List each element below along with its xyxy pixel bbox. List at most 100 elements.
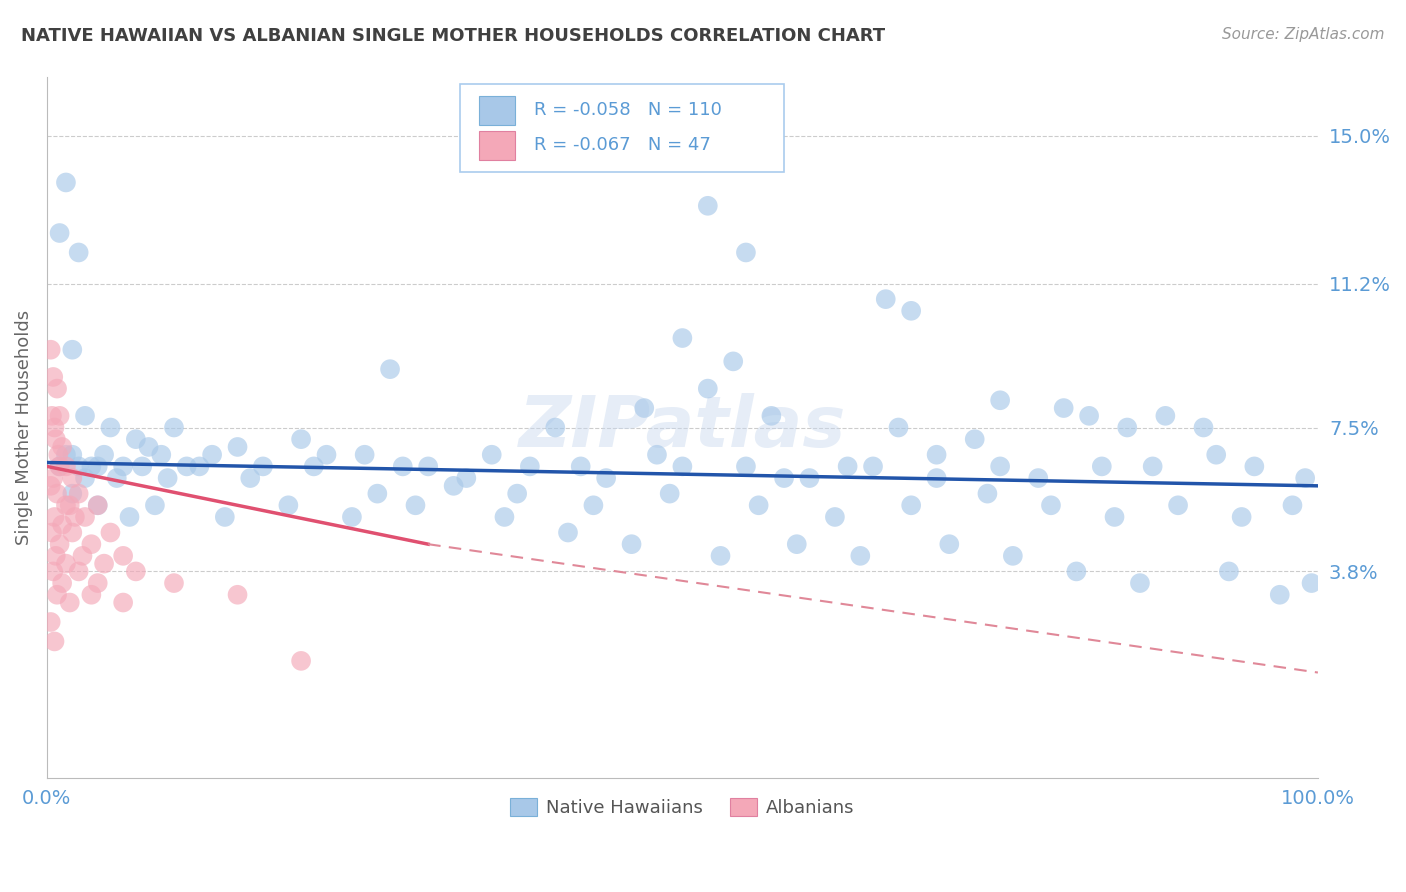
Point xyxy=(837,459,859,474)
Point xyxy=(1301,576,1323,591)
Point xyxy=(51,440,73,454)
Point xyxy=(73,471,96,485)
Point xyxy=(494,510,516,524)
Point xyxy=(887,420,910,434)
Point xyxy=(87,576,110,591)
Point xyxy=(42,370,65,384)
Point xyxy=(143,498,166,512)
Point xyxy=(1230,510,1253,524)
FancyBboxPatch shape xyxy=(460,85,785,172)
Point xyxy=(112,595,135,609)
Point xyxy=(51,576,73,591)
Point xyxy=(1218,565,1240,579)
Point xyxy=(44,420,66,434)
Point xyxy=(80,459,103,474)
Point xyxy=(80,537,103,551)
Text: ZIPatlas: ZIPatlas xyxy=(519,393,846,462)
Point xyxy=(44,510,66,524)
Point xyxy=(799,471,821,485)
Legend: Native Hawaiians, Albanians: Native Hawaiians, Albanians xyxy=(503,790,862,824)
Point xyxy=(506,486,529,500)
Point xyxy=(55,448,77,462)
Point xyxy=(39,615,62,629)
Point xyxy=(226,440,249,454)
Point xyxy=(671,331,693,345)
Point xyxy=(1294,471,1316,485)
Point xyxy=(73,510,96,524)
Point xyxy=(925,448,948,462)
Point xyxy=(51,517,73,532)
Point xyxy=(112,459,135,474)
Point xyxy=(41,409,63,423)
Point xyxy=(112,549,135,563)
Point xyxy=(93,557,115,571)
Point xyxy=(875,292,897,306)
Point xyxy=(405,498,427,512)
Point xyxy=(42,565,65,579)
Point xyxy=(42,471,65,485)
Point xyxy=(645,448,668,462)
Point xyxy=(1116,420,1139,434)
Point xyxy=(48,459,70,474)
Point xyxy=(60,471,83,485)
Point xyxy=(366,486,388,500)
Point xyxy=(1205,448,1227,462)
Point xyxy=(1091,459,1114,474)
Point xyxy=(59,498,82,512)
Point xyxy=(48,226,70,240)
Point xyxy=(976,486,998,500)
Text: R = -0.058   N = 110: R = -0.058 N = 110 xyxy=(534,102,721,120)
Point xyxy=(45,432,67,446)
Point xyxy=(721,354,744,368)
Point xyxy=(290,432,312,446)
Point xyxy=(1039,498,1062,512)
Point xyxy=(150,448,173,462)
Point xyxy=(709,549,731,563)
Point xyxy=(1078,409,1101,423)
Point xyxy=(658,486,681,500)
Point xyxy=(569,459,592,474)
Point xyxy=(41,525,63,540)
Point xyxy=(761,409,783,423)
Point xyxy=(773,471,796,485)
Point xyxy=(48,459,70,474)
Point xyxy=(55,498,77,512)
Point xyxy=(188,459,211,474)
Point xyxy=(87,498,110,512)
Point xyxy=(214,510,236,524)
Point xyxy=(39,343,62,357)
Point xyxy=(582,498,605,512)
Point xyxy=(633,401,655,415)
FancyBboxPatch shape xyxy=(479,130,515,160)
Point xyxy=(938,537,960,551)
Point xyxy=(353,448,375,462)
Point xyxy=(80,588,103,602)
Text: NATIVE HAWAIIAN VS ALBANIAN SINGLE MOTHER HOUSEHOLDS CORRELATION CHART: NATIVE HAWAIIAN VS ALBANIAN SINGLE MOTHE… xyxy=(21,27,886,45)
Point xyxy=(67,486,90,500)
Point xyxy=(824,510,846,524)
Point xyxy=(67,459,90,474)
Point xyxy=(118,510,141,524)
Point xyxy=(176,459,198,474)
Point xyxy=(48,537,70,551)
Point xyxy=(163,420,186,434)
Point xyxy=(315,448,337,462)
Point xyxy=(226,588,249,602)
Point xyxy=(1268,588,1291,602)
Point xyxy=(925,471,948,485)
Point xyxy=(849,549,872,563)
Point xyxy=(1154,409,1177,423)
Point xyxy=(620,537,643,551)
Point xyxy=(456,471,478,485)
Point xyxy=(125,432,148,446)
Point xyxy=(67,565,90,579)
Point xyxy=(39,479,62,493)
Point xyxy=(595,471,617,485)
Point xyxy=(46,382,69,396)
Point xyxy=(1281,498,1303,512)
Point xyxy=(290,654,312,668)
Point xyxy=(1129,576,1152,591)
Point xyxy=(988,393,1011,408)
Point xyxy=(46,588,69,602)
Point xyxy=(131,459,153,474)
